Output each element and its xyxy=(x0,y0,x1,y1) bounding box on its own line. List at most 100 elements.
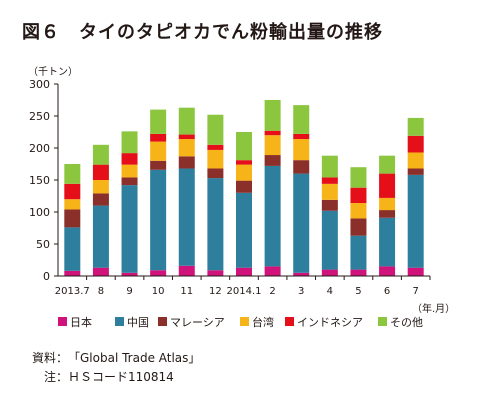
bar-segment xyxy=(207,114,224,145)
bar-segment xyxy=(350,269,367,276)
y-tick-label: 100 xyxy=(29,206,50,219)
legend-swatch xyxy=(285,317,294,326)
bar-segment xyxy=(92,205,109,268)
legend-swatch xyxy=(240,317,249,326)
bar-segment xyxy=(207,270,224,276)
bar-segment xyxy=(121,153,138,165)
bar-segment xyxy=(350,218,367,236)
x-tick-label: 2013.7 xyxy=(55,286,90,297)
bar-segment xyxy=(350,203,367,219)
bar-segment xyxy=(92,193,109,206)
x-tick-label: 7 xyxy=(413,286,419,297)
legend-swatch xyxy=(378,317,387,326)
note-value: ＨＳコード110814 xyxy=(68,370,174,384)
bar-segment xyxy=(293,139,310,161)
bar-segment xyxy=(64,199,81,210)
y-tick-label: 150 xyxy=(29,174,50,187)
y-tick-label: 300 xyxy=(29,78,50,91)
bar-segment xyxy=(178,139,195,157)
bar-segment xyxy=(293,272,310,276)
bar-segment xyxy=(407,174,424,268)
source-value: 「Global Trade Atlas」 xyxy=(68,351,201,365)
bar-segment xyxy=(321,199,338,211)
bar-segment xyxy=(321,155,338,178)
legend-label: 日本 xyxy=(70,315,92,329)
bar-segment xyxy=(121,164,138,178)
bar-segment xyxy=(150,160,167,170)
bar-segment xyxy=(150,109,167,134)
bar-segment xyxy=(321,269,338,276)
bar-segment xyxy=(293,133,310,140)
bar-segment xyxy=(379,217,396,267)
bar-segment xyxy=(379,266,396,276)
x-tick-label: 2014.1 xyxy=(227,286,262,297)
bar-segment xyxy=(236,192,252,268)
bar-segment xyxy=(150,133,167,142)
bar-segment xyxy=(92,164,109,180)
bar-segment xyxy=(236,160,252,165)
legend-label: 台湾 xyxy=(252,315,274,329)
chart-footnotes: 資料： 「Global Trade Atlas」 注： ＨＳコード110814 xyxy=(20,349,200,387)
bar-segment xyxy=(407,168,424,175)
stacked-bar-chart: 0 50 100 150 200 250 300 2013.7 8 9 10 11 12 2014.1 2 3… xyxy=(28,66,455,329)
legend-swatch xyxy=(158,317,167,326)
bar-segment xyxy=(293,173,310,273)
bar-segment xyxy=(64,183,81,200)
bar-segment xyxy=(407,117,424,136)
bar-segment xyxy=(64,164,81,184)
y-tick-label: 50 xyxy=(36,238,50,251)
bar-segment xyxy=(121,177,138,186)
bar-segment xyxy=(264,135,281,156)
bar-segment xyxy=(150,169,167,271)
x-tick-label: 11 xyxy=(180,286,193,297)
bar-segment xyxy=(236,132,252,161)
bar-segment xyxy=(207,168,224,179)
bar-segment xyxy=(407,135,424,153)
bar-segment xyxy=(64,227,81,271)
chart-title: 図６ タイのタピオカでん粉輸出量の推移 xyxy=(22,22,383,43)
bar-segment xyxy=(264,165,281,267)
bar-segment xyxy=(178,107,195,135)
x-tick-label: 6 xyxy=(384,286,390,297)
bar-segment xyxy=(321,177,338,184)
bar-segment xyxy=(350,187,367,204)
bar-segment xyxy=(64,270,81,276)
legend-swatch xyxy=(58,317,67,326)
x-tick-label: 8 xyxy=(98,286,104,297)
x-tick-label: 12 xyxy=(209,286,222,297)
bar-segment xyxy=(407,152,424,169)
legend-label: インドネシア xyxy=(297,316,363,329)
bar-segment xyxy=(264,100,281,131)
source-label: 資料： xyxy=(31,351,68,365)
legend-swatch xyxy=(115,317,124,326)
x-tick-label: 5 xyxy=(355,286,361,297)
bar-segment xyxy=(150,141,167,161)
bar-segment xyxy=(207,144,224,150)
hs-code-note: 注： ＨＳコード110814 xyxy=(20,368,200,387)
bar-segment xyxy=(121,272,138,276)
bar-segment xyxy=(178,168,195,266)
bar-segment xyxy=(236,164,252,181)
bar-segment xyxy=(293,105,310,134)
x-tick-label: 4 xyxy=(327,286,333,297)
bar-segment xyxy=(64,209,81,228)
bar-segment xyxy=(121,131,138,154)
bar-segment xyxy=(236,180,252,193)
x-tick-label: 10 xyxy=(152,286,165,297)
bar-segment xyxy=(207,178,224,271)
bar-segment xyxy=(407,267,424,276)
bar-segment xyxy=(350,167,367,188)
bar-segment xyxy=(321,210,338,270)
bar-segment xyxy=(379,173,396,198)
bar-segment xyxy=(236,267,252,276)
bar-segment xyxy=(350,235,367,270)
x-axis-unit-label: （年.月） xyxy=(412,302,455,315)
bar-segment xyxy=(121,185,138,273)
bar-segment xyxy=(264,266,281,276)
bar-segment xyxy=(321,183,338,200)
bar-segment xyxy=(207,149,224,169)
chart-marks: 0 50 100 150 200 250 300 2013.7 8 9 10 11 12 2014.1 2 3… xyxy=(29,78,431,329)
bar-segment xyxy=(92,267,109,276)
legend-label: マレーシア xyxy=(170,316,225,329)
x-tick-label: 9 xyxy=(126,286,132,297)
